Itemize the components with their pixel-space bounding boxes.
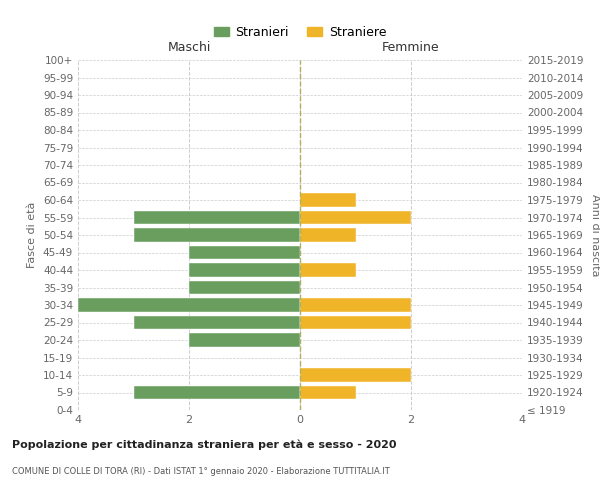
Bar bbox=[300, 368, 411, 382]
Bar bbox=[133, 228, 300, 241]
Bar bbox=[189, 281, 300, 294]
Bar bbox=[300, 316, 411, 329]
Bar bbox=[78, 298, 300, 312]
Bar bbox=[300, 298, 411, 312]
Text: Popolazione per cittadinanza straniera per età e sesso - 2020: Popolazione per cittadinanza straniera p… bbox=[12, 440, 397, 450]
Bar bbox=[300, 264, 355, 276]
Y-axis label: Anni di nascita: Anni di nascita bbox=[590, 194, 600, 276]
Text: Femmine: Femmine bbox=[382, 42, 440, 54]
Text: Maschi: Maschi bbox=[167, 42, 211, 54]
Text: COMUNE DI COLLE DI TORA (RI) - Dati ISTAT 1° gennaio 2020 - Elaborazione TUTTITA: COMUNE DI COLLE DI TORA (RI) - Dati ISTA… bbox=[12, 468, 390, 476]
Bar bbox=[189, 246, 300, 259]
Legend: Stranieri, Straniere: Stranieri, Straniere bbox=[209, 20, 391, 44]
Bar bbox=[133, 211, 300, 224]
Bar bbox=[300, 211, 411, 224]
Bar bbox=[189, 334, 300, 346]
Bar bbox=[133, 386, 300, 399]
Bar bbox=[300, 386, 355, 399]
Bar bbox=[189, 264, 300, 276]
Bar bbox=[300, 194, 355, 206]
Bar bbox=[300, 228, 355, 241]
Y-axis label: Fasce di età: Fasce di età bbox=[28, 202, 37, 268]
Bar bbox=[133, 316, 300, 329]
